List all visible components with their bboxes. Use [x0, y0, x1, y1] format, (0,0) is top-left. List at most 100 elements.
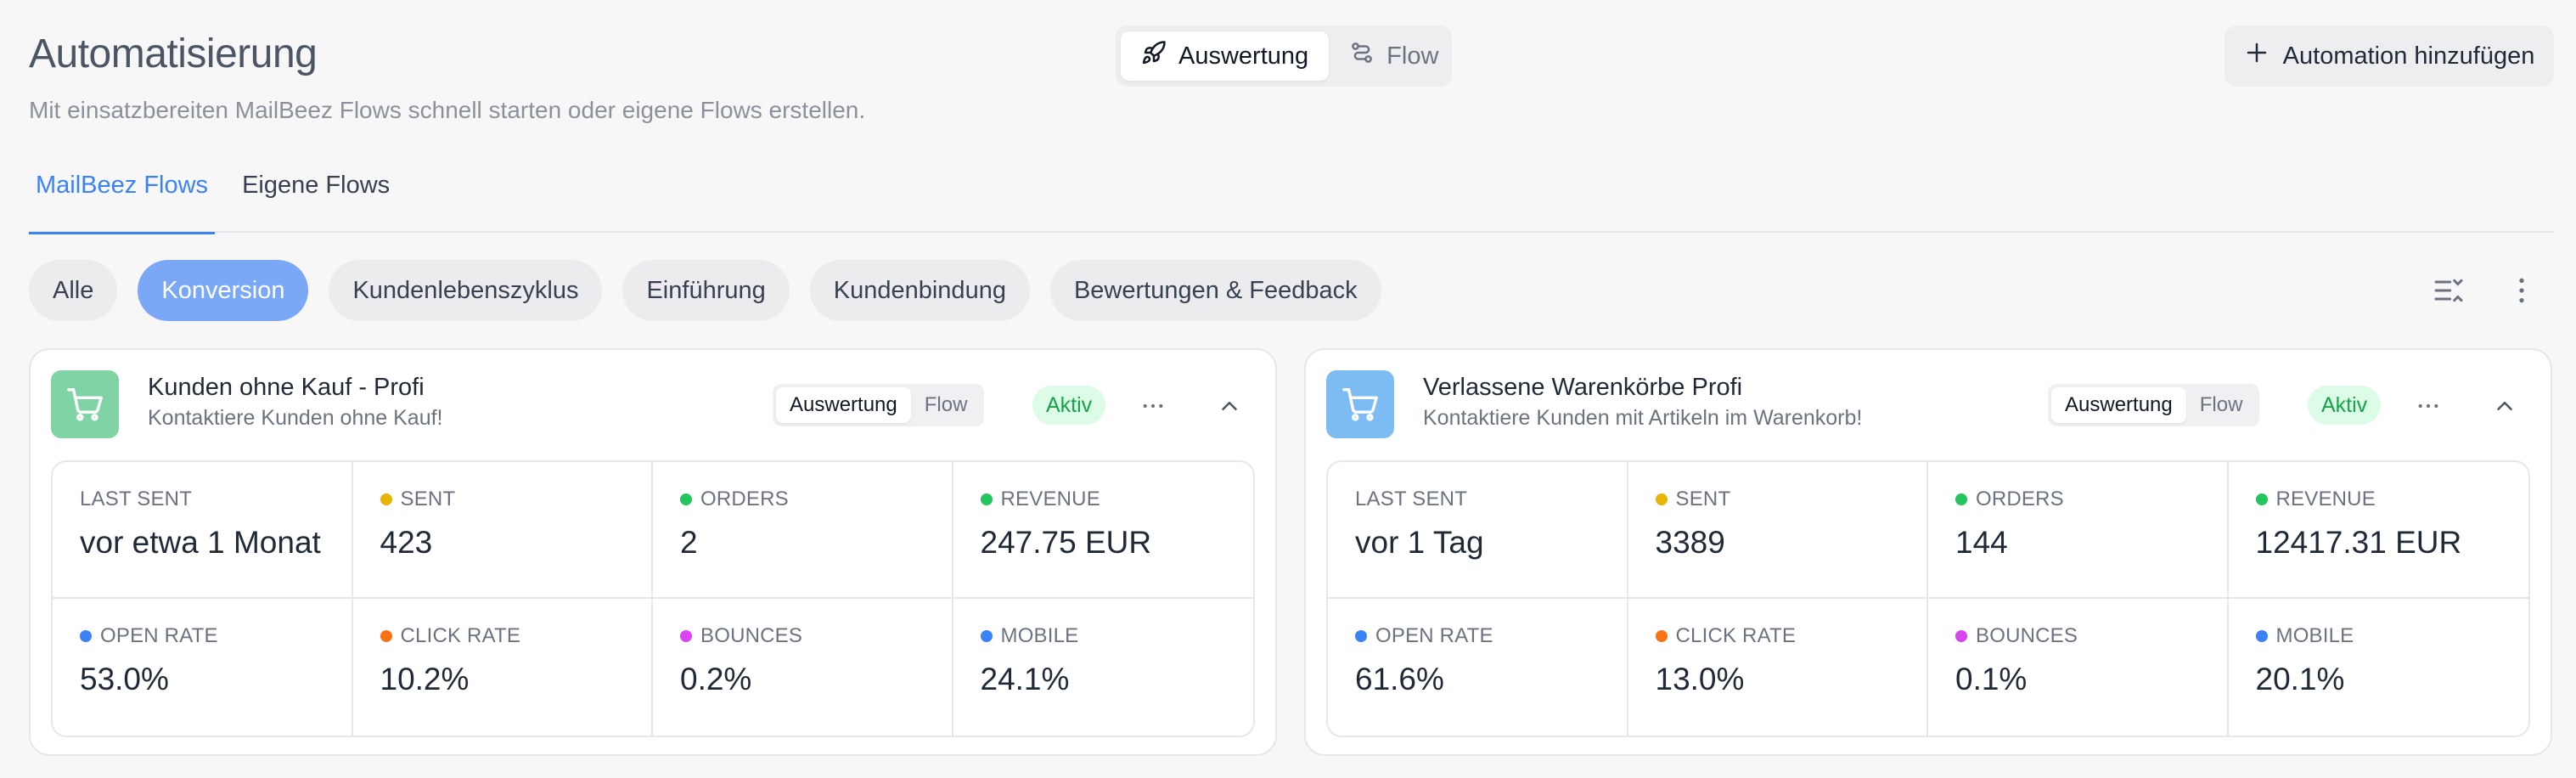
chevron-up-icon[interactable]: [1212, 389, 1246, 423]
stat-label: BOUNCES: [1976, 624, 2078, 647]
add-automation-button[interactable]: Automation hinzufügen: [2224, 25, 2554, 87]
stat-label: CLICK RATE: [1675, 624, 1797, 647]
card-view-toggle: Auswertung Flow: [2048, 384, 2260, 426]
more-vertical-icon[interactable]: [2503, 272, 2540, 309]
page-subtitle: Mit einsatzbereiten MailBeez Flows schne…: [29, 97, 866, 123]
stat-label: ORDERS: [700, 488, 789, 510]
stat-label: OPEN RATE: [100, 624, 218, 647]
stat-last-sent: LAST SENT vor 1 Tag: [1328, 462, 1628, 599]
more-horizontal-icon[interactable]: [1136, 389, 1170, 423]
stat-value: vor 1 Tag: [1355, 525, 1484, 560]
stat-value: 0.1%: [1955, 662, 2028, 696]
stat-value: 3389: [1655, 525, 1725, 560]
tabs: MailBeez Flows Eigene Flows: [29, 166, 2554, 234]
card-toggle-flow[interactable]: Flow: [924, 393, 968, 416]
stat-label: LAST SENT: [1355, 488, 1468, 510]
rocket-icon: [1141, 40, 1167, 72]
stat-value: 144: [1955, 525, 2008, 560]
card-title[interactable]: Verlassene Warenkörbe Profi: [1423, 374, 1743, 401]
stat-click-rate: CLICK RATE 13.0%: [1628, 599, 1928, 736]
stat-open-rate: OPEN RATE 61.6%: [1328, 599, 1628, 736]
stat-value: 24.1%: [980, 662, 1070, 696]
stat-bounces: BOUNCES 0.2%: [653, 599, 953, 736]
stat-bounces: BOUNCES 0.1%: [1928, 599, 2229, 736]
status-dot: [2255, 630, 2268, 642]
status-badge: Aktiv: [1032, 386, 1106, 425]
filter-chips: Alle Konversion Kundenlebenszyklus Einfü…: [29, 260, 1381, 321]
card-toggle-flow[interactable]: Flow: [2199, 393, 2243, 416]
status-dot: [1955, 630, 1967, 642]
card-toggle-auswertung[interactable]: Auswertung: [776, 387, 911, 423]
stat-label: MOBILE: [1000, 624, 1079, 647]
stat-label: LAST SENT: [80, 488, 193, 510]
status-dot: [380, 630, 392, 642]
status-dot: [1955, 493, 1967, 505]
stat-value: 247.75 EUR: [980, 525, 1152, 560]
stat-value: 2: [680, 525, 698, 560]
stat-label: CLICK RATE: [400, 624, 521, 647]
stat-orders: ORDERS 2: [653, 462, 953, 599]
filter-chip-kundenlebenszyklus[interactable]: Kundenlebenszyklus: [329, 260, 603, 321]
card-title[interactable]: Kunden ohne Kauf - Profi: [148, 374, 425, 401]
card-toggle-auswertung[interactable]: Auswertung: [2051, 387, 2186, 423]
shopping-cart-icon: [1326, 370, 1394, 438]
filter-chip-alle[interactable]: Alle: [29, 260, 118, 321]
status-dot: [980, 630, 993, 642]
stat-label: REVENUE: [1000, 488, 1100, 510]
status-dot: [1355, 630, 1367, 642]
stat-value: 13.0%: [1655, 662, 1745, 696]
add-automation-label: Automation hinzufügen: [2282, 42, 2535, 70]
view-toggle-auswertung[interactable]: Auswertung: [1121, 31, 1330, 81]
status-dot: [980, 493, 993, 505]
stat-click-rate: CLICK RATE 10.2%: [353, 599, 653, 736]
tab-mailbeez-flows[interactable]: MailBeez Flows: [29, 166, 216, 234]
status-badge: Aktiv: [2308, 386, 2382, 425]
shopping-cart-icon: [51, 370, 119, 438]
card-view-toggle: Auswertung Flow: [773, 384, 985, 426]
view-toggle: Auswertung Flow: [1116, 25, 1452, 87]
view-toggle-flow[interactable]: Flow: [1329, 31, 1459, 81]
stat-sent: SENT 423: [352, 462, 653, 599]
stat-mobile: MOBILE 24.1%: [953, 599, 1254, 736]
stat-revenue: REVENUE 12417.31 EUR: [2228, 462, 2528, 599]
stat-label: REVENUE: [2275, 488, 2376, 510]
more-horizontal-icon[interactable]: [2411, 389, 2445, 423]
stat-revenue: REVENUE 247.75 EUR: [953, 462, 1253, 599]
status-dot: [1655, 493, 1668, 505]
stat-last-sent: LAST SENT vor etwa 1 Monat: [53, 462, 353, 599]
chevron-up-icon[interactable]: [2488, 389, 2522, 423]
flow-icon: [1349, 40, 1375, 72]
flow-card: Verlassene Warenkörbe Profi Kontaktiere …: [1304, 348, 2552, 756]
stat-label: OPEN RATE: [1375, 624, 1493, 647]
status-dot: [680, 630, 692, 642]
card-description: Kontaktiere Kunden mit Artikeln im Waren…: [1423, 406, 1863, 430]
stat-value: 12417.31 EUR: [2255, 525, 2462, 560]
stat-label: BOUNCES: [700, 624, 803, 647]
status-dot: [80, 630, 92, 642]
view-toggle-flow-label: Flow: [1386, 42, 1439, 70]
stat-label: SENT: [400, 488, 456, 510]
plus-icon: [2244, 40, 2269, 72]
status-dot: [680, 493, 692, 505]
stat-sent: SENT 3389: [1628, 462, 1928, 599]
tab-eigene-flows[interactable]: Eigene Flows: [242, 172, 391, 199]
stat-value: vor etwa 1 Monat: [80, 525, 321, 560]
filter-chip-einfuehrung[interactable]: Einführung: [622, 260, 790, 321]
stat-orders: ORDERS 144: [1928, 462, 2229, 599]
status-dot: [380, 493, 392, 505]
stat-value: 20.1%: [2255, 662, 2345, 696]
page-title: Automatisierung: [29, 31, 318, 76]
stat-label: SENT: [1675, 488, 1731, 510]
stat-value: 423: [380, 525, 433, 560]
view-toggle-auswertung-label: Auswertung: [1178, 42, 1309, 70]
card-description: Kontaktiere Kunden ohne Kauf!: [148, 406, 443, 430]
filter-chip-kundenbindung[interactable]: Kundenbindung: [809, 260, 1030, 321]
stat-label: ORDERS: [1976, 488, 2064, 510]
filter-chip-konversion[interactable]: Konversion: [138, 260, 309, 321]
stat-value: 53.0%: [80, 662, 169, 696]
collapse-all-icon[interactable]: [2430, 272, 2467, 309]
stat-value: 10.2%: [380, 662, 470, 696]
stat-value: 61.6%: [1355, 662, 1444, 696]
stat-open-rate: OPEN RATE 53.0%: [53, 599, 353, 736]
filter-chip-bewertungen-feedback[interactable]: Bewertungen & Feedback: [1049, 260, 1381, 321]
